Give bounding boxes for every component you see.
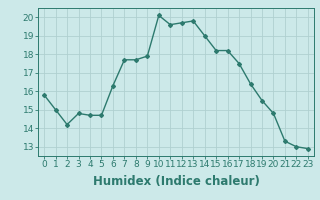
X-axis label: Humidex (Indice chaleur): Humidex (Indice chaleur)	[92, 175, 260, 188]
